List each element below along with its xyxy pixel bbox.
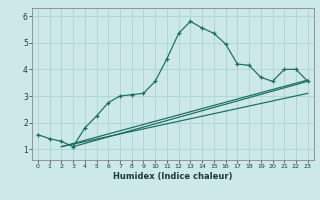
X-axis label: Humidex (Indice chaleur): Humidex (Indice chaleur) xyxy=(113,172,233,181)
